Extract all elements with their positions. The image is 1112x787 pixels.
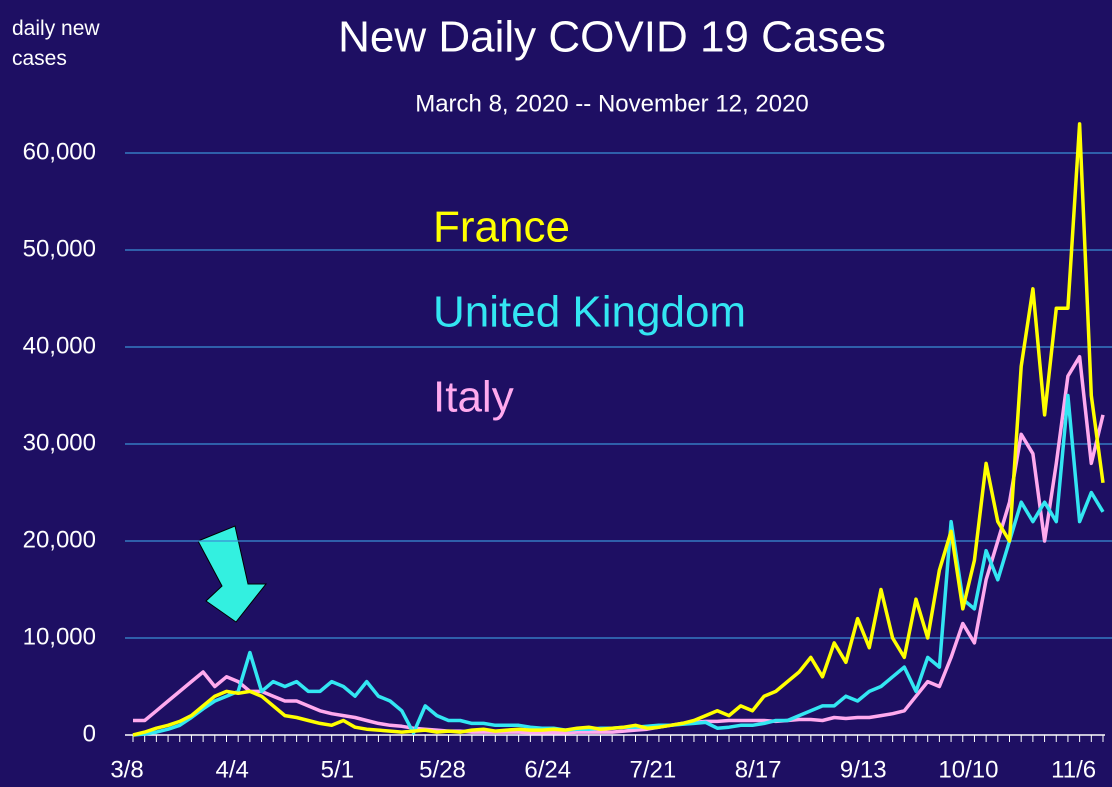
x-tick-label: 5/28 — [419, 756, 466, 783]
x-tick-label: 11/6 — [1051, 756, 1096, 783]
x-tick-label: 4/4 — [215, 756, 248, 783]
y-tick-label: 20,000 — [23, 526, 96, 553]
series-line — [133, 354, 1105, 735]
y-axis-label: daily new cases — [12, 17, 100, 70]
x-tick-label: 5/1 — [321, 756, 354, 783]
x-tick-label: 3/8 — [110, 756, 143, 783]
legend-label: France — [433, 203, 570, 252]
chart-subtitle: March 8, 2020 -- November 12, 2020 — [415, 90, 809, 117]
x-tick-label: 6/24 — [524, 756, 571, 783]
series-line — [132, 122, 1105, 737]
x-tick-label: 9/13 — [840, 756, 887, 783]
y-tick-label: 0 — [83, 720, 96, 747]
x-tick-label: 8/17 — [735, 756, 782, 783]
y-tick-label: 10,000 — [23, 623, 96, 650]
y-tick-label: 40,000 — [23, 332, 96, 359]
x-tick-label: 7/21 — [630, 756, 677, 783]
y-tick-label: 30,000 — [23, 429, 96, 456]
arrow-annotation — [197, 525, 268, 623]
y-tick-label: 50,000 — [23, 235, 96, 262]
chart-title: New Daily COVID 19 Cases — [338, 13, 886, 62]
x-tick-label: 10/10 — [938, 756, 998, 783]
y-tick-label: 60,000 — [23, 138, 96, 165]
legend-label: Italy — [433, 373, 514, 422]
legend-label: United Kingdom — [433, 288, 746, 337]
